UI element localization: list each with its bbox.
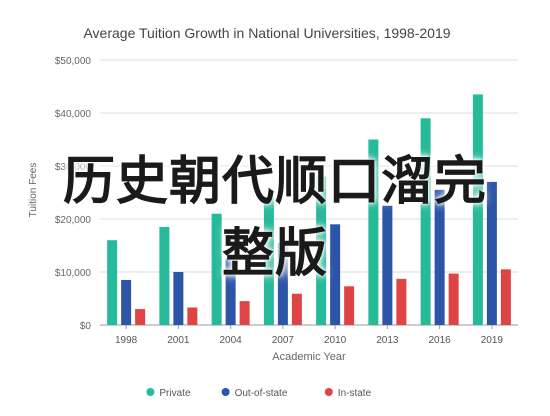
- bar-out-of-state: [434, 189, 445, 325]
- legend: Private Out-of-state In-state: [146, 388, 372, 399]
- overlay-text-line-1: 历史朝代顺口溜完: [62, 152, 487, 212]
- bar-in-state: [500, 269, 511, 325]
- y-tick-label: $0: [80, 321, 92, 332]
- bar-in-state: [239, 301, 250, 325]
- bar-private: [263, 197, 274, 325]
- x-tick-label: 1998: [115, 335, 138, 346]
- y-axis: $0 $10,000 $20,000 $30,000 $40,000 $50,000: [55, 56, 92, 332]
- y-tick-label: $50,000: [55, 56, 92, 67]
- bar-in-state: [135, 309, 146, 325]
- legend-label: Private: [159, 388, 191, 399]
- bar-out-of-state: [173, 272, 184, 325]
- grid: [100, 59, 518, 326]
- bar-private: [159, 226, 170, 325]
- legend-swatch: [324, 388, 333, 396]
- legend-swatch: [146, 388, 155, 396]
- bar-out-of-state: [382, 205, 393, 325]
- bar-out-of-state: [121, 279, 132, 325]
- bar-private: [211, 213, 222, 325]
- legend-label: In-state: [338, 388, 372, 399]
- x-tick-label: 2007: [272, 335, 295, 346]
- bar-out-of-state: [486, 181, 497, 325]
- x-tick-label: 2001: [167, 335, 190, 346]
- bar-private: [316, 176, 327, 325]
- x-tick-label: 2016: [429, 335, 452, 346]
- bar-private: [420, 118, 431, 325]
- legend-swatch: [221, 388, 230, 396]
- y-tick-label: $30,000: [55, 162, 92, 173]
- x-tick-label: 2010: [324, 335, 347, 346]
- bar-in-state: [291, 293, 302, 325]
- bar-in-state: [187, 307, 198, 325]
- overlay-text-line-2: 整版: [221, 224, 328, 284]
- bar-private: [472, 94, 483, 325]
- x-tick-label: 2013: [376, 335, 399, 346]
- x-tick-label: 2019: [481, 335, 504, 346]
- y-tick-label: $40,000: [55, 109, 92, 120]
- bar-out-of-state: [225, 258, 236, 325]
- bar-private: [368, 139, 379, 325]
- bar-in-state: [344, 286, 355, 325]
- x-tick-label: 2004: [220, 335, 243, 346]
- bar-in-state: [396, 278, 407, 325]
- chart-title: Average Tuition Growth in National Unive…: [83, 25, 450, 41]
- y-tick-label: $20,000: [55, 215, 92, 226]
- bar-in-state: [448, 273, 459, 325]
- x-axis: 1998 2001 2004 2007 2010 2013 2016 2019: [115, 325, 503, 346]
- x-axis-label: Academic Year: [272, 351, 346, 363]
- bars: [107, 94, 511, 325]
- y-axis-label: Tuition Fees: [28, 163, 39, 218]
- bar-out-of-state: [277, 242, 288, 325]
- bar-out-of-state: [330, 224, 341, 325]
- y-tick-label: $10,000: [55, 268, 92, 279]
- bar-private: [107, 240, 118, 325]
- legend-label: Out-of-state: [235, 388, 288, 399]
